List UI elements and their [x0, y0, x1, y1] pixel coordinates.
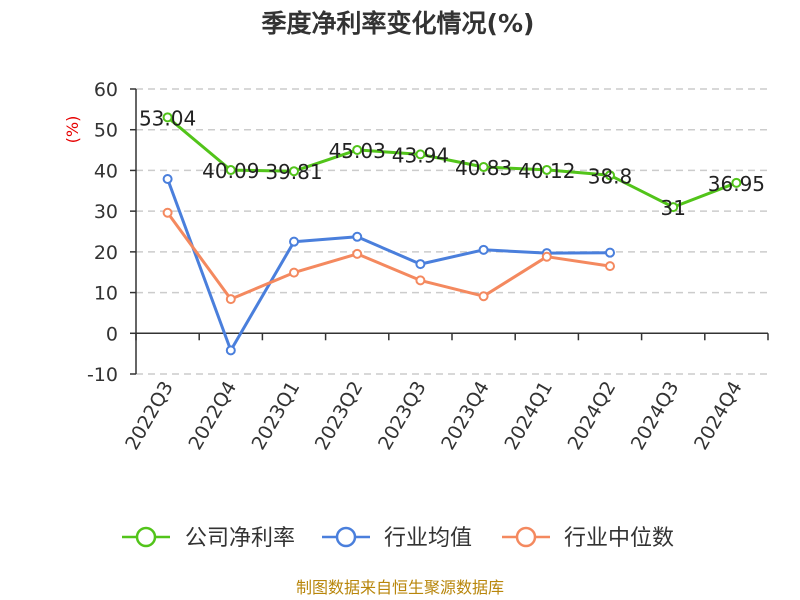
- data-label: 43.94: [392, 143, 449, 167]
- data-point: [352, 248, 363, 259]
- series-line: [166, 178, 611, 352]
- data-point: [731, 177, 742, 188]
- data-point: [605, 261, 615, 272]
- data-label: 36.95: [708, 172, 765, 196]
- x-tick-label: 2024Q4: [690, 378, 747, 454]
- data-point: [478, 291, 489, 302]
- y-tick-label: 60: [94, 79, 118, 101]
- data-point: [668, 202, 679, 213]
- x-tick-label: 2024Q2: [564, 378, 621, 454]
- x-tick-label: 2022Q4: [184, 378, 241, 454]
- x-tick-label: 2024Q3: [627, 378, 684, 454]
- y-tick-label: 50: [94, 120, 118, 142]
- data-label: 40.12: [518, 159, 575, 183]
- data-point: [162, 112, 173, 123]
- legend-label: 行业均值: [384, 526, 472, 551]
- data-label: 45.03: [329, 139, 386, 163]
- x-tick-label: 2023Q3: [374, 378, 431, 454]
- data-point: [605, 247, 615, 258]
- data-point: [225, 165, 236, 176]
- data-point: [605, 170, 615, 181]
- data-point: [478, 244, 489, 255]
- x-tick-label: 2023Q1: [248, 378, 305, 454]
- series-line: [166, 116, 737, 209]
- data-point: [415, 275, 426, 286]
- data-point: [225, 345, 236, 356]
- data-point: [352, 144, 363, 155]
- data-point: [289, 166, 299, 177]
- legend-label: 行业中位数: [564, 526, 674, 551]
- data-point: [415, 149, 426, 160]
- data-point: [541, 164, 552, 175]
- data-point: [162, 173, 173, 184]
- data-point: [352, 231, 363, 242]
- legend-swatch-marker: [335, 526, 357, 548]
- data-point: [415, 259, 426, 270]
- data-point: [289, 267, 299, 278]
- data-point: [225, 294, 236, 305]
- y-tick-label: 0: [106, 323, 118, 345]
- y-axis-label: (%): [63, 116, 82, 144]
- data-label: 40.83: [455, 156, 512, 180]
- x-tick-label: 2023Q4: [437, 377, 494, 453]
- y-tick-label: 30: [94, 201, 118, 223]
- x-tick-label: 2023Q2: [311, 378, 368, 454]
- data-label: 39.81: [265, 160, 322, 184]
- legend-item[interactable]: 行业中位数: [502, 526, 674, 551]
- x-tick-label: 2022Q3: [121, 378, 178, 454]
- data-point: [162, 207, 173, 218]
- data-label: 38.8: [588, 164, 633, 188]
- data-label: 31: [660, 196, 685, 220]
- series-line: [166, 211, 611, 301]
- data-point: [289, 236, 299, 247]
- legend-item[interactable]: 行业均值: [322, 526, 472, 551]
- legend-swatch-marker: [135, 526, 157, 548]
- y-tick-label: 10: [94, 283, 118, 305]
- data-label: 53.04: [139, 106, 196, 130]
- data-point: [478, 162, 489, 173]
- legend-item[interactable]: 公司净利率: [122, 526, 295, 551]
- source-note: 制图数据来自恒生聚源数据库: [296, 578, 504, 597]
- series-layer: [162, 112, 742, 356]
- y-tick-label: 20: [94, 242, 118, 264]
- x-tick-label: 2024Q1: [500, 378, 557, 454]
- legend: 公司净利率 行业均值 行业中位数: [122, 526, 674, 551]
- legend-label: 公司净利率: [185, 526, 295, 551]
- data-point: [541, 251, 552, 262]
- data-label: 40.09: [202, 159, 259, 183]
- y-tick-label: -10: [87, 364, 118, 386]
- y-tick-label: 40: [94, 160, 118, 182]
- grid-layer: [136, 88, 768, 375]
- legend-swatch-marker: [515, 526, 537, 548]
- chart-title: 季度净利率变化情况(%): [262, 9, 535, 38]
